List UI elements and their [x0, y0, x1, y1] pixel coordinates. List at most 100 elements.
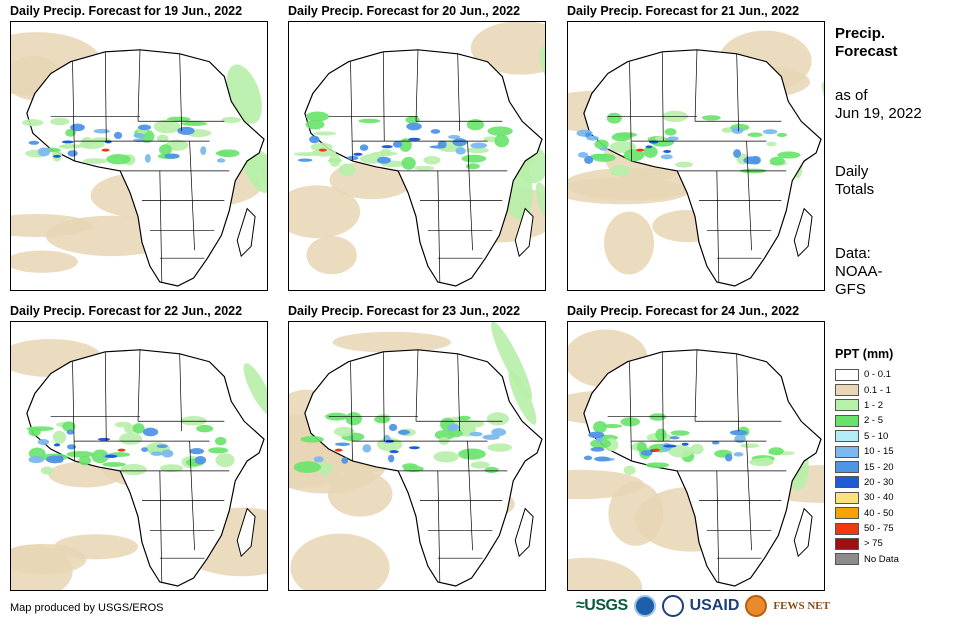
country-border: [694, 349, 698, 422]
totals-line: Totals: [835, 181, 875, 198]
heavy-rain-cell: [392, 140, 403, 148]
rain-cell: [62, 421, 76, 432]
rain-cell: [649, 413, 667, 421]
heavy-rain-cell: [452, 138, 467, 147]
rain-cell: [40, 466, 54, 475]
country-border: [746, 141, 752, 251]
africa-map-svg: [568, 329, 824, 590]
ocean-drizzle-patch: [306, 236, 357, 275]
legend-label: 0 - 0.1: [864, 369, 891, 381]
rain-cell: [345, 412, 363, 426]
very-heavy-rain-cell: [104, 454, 118, 458]
rain-cell: [405, 116, 420, 124]
rain-cell: [28, 426, 41, 437]
as-of-date: as of Jun 19, 2022: [835, 87, 922, 123]
legend-label: 30 - 40: [864, 492, 894, 504]
legend-swatch: [835, 430, 859, 443]
ocean-drizzle-patch: [11, 543, 87, 575]
legend-item: 40 - 50: [835, 506, 960, 521]
legend-swatch: [835, 461, 859, 474]
rain-cell: [606, 112, 622, 124]
rain-cell: [310, 142, 333, 152]
source-line: Data:: [835, 245, 871, 262]
side-title: Precip. Forecast: [835, 25, 898, 61]
ocean-rain-streak: [246, 149, 267, 194]
country-border: [467, 141, 473, 251]
heavy-rain-cell: [67, 150, 78, 157]
extreme-rain-cell: [334, 448, 343, 452]
legend-swatch: [835, 445, 859, 458]
side-title-line: Precip.: [835, 25, 886, 42]
very-heavy-rain-cell: [53, 443, 61, 447]
heavy-rain-cell: [164, 153, 180, 159]
ocean-rain-streak: [491, 322, 533, 401]
rain-cell: [181, 121, 208, 126]
country-border: [437, 470, 441, 583]
rain-cell: [316, 461, 333, 476]
rain-cell: [159, 144, 172, 155]
rain-cell: [78, 455, 92, 466]
heavy-rain-cell: [669, 436, 680, 440]
rain-cell: [329, 153, 341, 167]
heavy-rain-cell: [194, 456, 207, 465]
rain-cell: [221, 116, 241, 124]
heavy-rain-cell: [45, 455, 64, 464]
heavy-rain-cell: [66, 429, 75, 435]
madagascar: [514, 207, 534, 258]
rain-cell: [22, 119, 44, 127]
rain-cell: [664, 128, 677, 136]
ocean-drizzle-patch: [470, 22, 545, 75]
country-border: [629, 61, 632, 161]
heavy-rain-cell: [725, 453, 733, 462]
rain-cell: [196, 424, 214, 433]
ocean-drizzle-patch: [289, 185, 361, 239]
rain-cell: [461, 154, 487, 163]
heavy-rain-cell: [590, 447, 605, 452]
heavy-rain-cell: [577, 151, 589, 158]
rain-cell: [643, 145, 658, 158]
heavy-rain-cell: [28, 456, 44, 464]
rain-cell: [153, 119, 181, 134]
legend-label: 40 - 50: [864, 507, 894, 519]
totals-line: Daily: [835, 163, 869, 180]
heavy-rain-cell: [189, 448, 205, 455]
fews-seal-icon: [745, 595, 768, 617]
heavy-rain-cell: [599, 147, 609, 151]
heavy-rain-cell: [144, 154, 151, 163]
extreme-rain-cell: [652, 448, 661, 452]
rain-cell: [465, 163, 480, 170]
legend-label: 5 - 10: [864, 430, 889, 442]
heavy-rain-cell: [309, 135, 320, 144]
heavy-rain-cell: [141, 447, 148, 452]
heavy-rain-cell: [491, 428, 507, 437]
country-border: [72, 361, 75, 461]
source-line: NOAA-: [835, 263, 883, 280]
legend-item: > 75: [835, 536, 960, 551]
rain-cell: [132, 423, 145, 434]
heavy-rain-cell: [406, 122, 422, 131]
rain-cell: [401, 463, 418, 470]
forecast-map: [10, 21, 268, 291]
panel-title: Daily Precip. Forecast for 20 Jun., 2022: [288, 4, 521, 18]
country-border: [716, 170, 720, 283]
rain-cell: [66, 451, 95, 458]
heavy-rain-cell: [387, 454, 395, 463]
rain-cell: [52, 430, 67, 444]
rain-cell: [655, 428, 667, 441]
rain-cell: [670, 430, 690, 436]
rain-cell: [668, 444, 693, 458]
legend-label: 0.1 - 1: [864, 384, 891, 396]
ocean-drizzle-patch: [604, 211, 654, 275]
rain-cell: [305, 111, 329, 122]
country-border: [179, 53, 183, 132]
africa-map-svg: [568, 30, 824, 287]
country-border: [350, 361, 353, 461]
heavy-rain-cell: [138, 124, 152, 131]
ocean-drizzle-patch: [11, 250, 78, 273]
ocean-drizzle-patch: [568, 177, 690, 205]
country-border: [159, 470, 163, 583]
ocean-rain-streak: [243, 363, 267, 417]
forecast-map: [10, 321, 268, 591]
credit-text: Map produced by USGS/EROS: [10, 602, 164, 614]
rain-cell: [120, 464, 147, 476]
